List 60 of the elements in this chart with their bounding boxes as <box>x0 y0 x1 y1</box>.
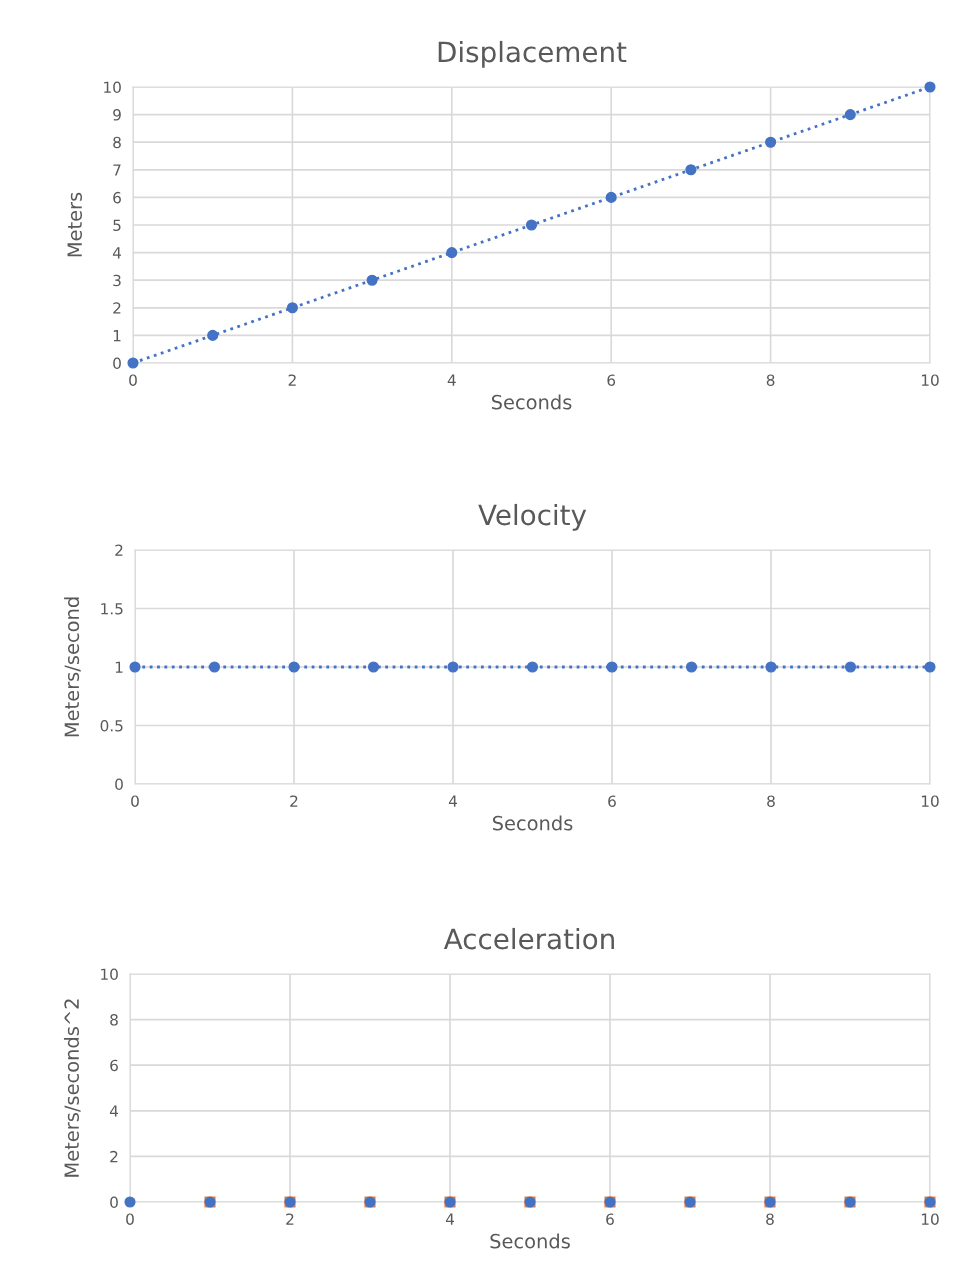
chart-title: Displacement <box>438 40 627 68</box>
point <box>446 247 458 259</box>
y-tick-label: 9 <box>113 109 121 121</box>
point <box>366 274 378 286</box>
point <box>844 109 856 121</box>
point <box>685 164 697 176</box>
x-tick-label: 0 <box>129 374 137 386</box>
y-tick-label: 4 <box>112 247 122 259</box>
x-tick-label: 0 <box>126 1213 134 1225</box>
y-tick-label: 0 <box>110 1196 118 1209</box>
x-tick-label: 6 <box>606 1213 614 1225</box>
x-tick-label: 2 <box>288 374 296 386</box>
y-tick-label: 2 <box>113 302 121 314</box>
y-axis-title: Meters <box>67 192 83 257</box>
x-tick-label: 6 <box>608 795 616 807</box>
x-tick-label: 2 <box>290 795 298 807</box>
y-tick-label: 8 <box>113 136 121 149</box>
point <box>605 191 617 203</box>
x-tick-label: 4 <box>448 795 457 807</box>
point <box>924 81 936 93</box>
y-tick-label: 6 <box>110 1059 118 1072</box>
x-tick-label: 10 <box>921 374 939 386</box>
x-axis-title: Seconds <box>490 1233 570 1249</box>
y-tick-label: 2 <box>110 1150 118 1163</box>
x-tick-label: 4 <box>447 374 456 386</box>
y-tick-label: 0.5 <box>100 719 123 732</box>
x-tick-label: 8 <box>766 374 775 386</box>
x-axis-title: Seconds <box>491 394 572 410</box>
x-tick-label: 10 <box>921 1213 939 1225</box>
y-axis-title: Meters/second <box>64 597 81 737</box>
x-tick-label: 6 <box>607 374 616 386</box>
point <box>525 219 538 231</box>
chart-title: Velocity <box>478 503 587 531</box>
y-tick-label: 6 <box>113 191 121 204</box>
y-tick-label: 1 <box>115 661 123 673</box>
chart-title: Acceleration <box>443 927 614 950</box>
y-tick-label: 0 <box>115 778 123 791</box>
x-tick-label: 8 <box>766 1213 774 1225</box>
y-tick-label: 10 <box>104 81 121 94</box>
point <box>127 357 139 369</box>
y-tick-label: 0 <box>113 357 121 370</box>
x-tick-label: 10 <box>921 795 939 807</box>
x-tick-label: 8 <box>767 795 775 807</box>
y-tick-label: 2 <box>115 544 123 556</box>
point <box>765 136 777 148</box>
y-tick-label: 7 <box>113 164 121 176</box>
y-tick-label: 1 <box>113 330 121 342</box>
point <box>207 329 219 341</box>
y-tick-label: 1.5 <box>101 603 123 615</box>
point <box>286 302 298 314</box>
x-axis-title: Seconds <box>492 815 573 831</box>
x-tick-label: 2 <box>286 1213 294 1225</box>
y-tick-label: 3 <box>113 274 121 287</box>
y-tick-label: 8 <box>110 1014 118 1026</box>
x-tick-label: 4 <box>445 1213 454 1225</box>
y-tick-label: 4 <box>109 1105 119 1117</box>
y-tick-label: 5 <box>113 219 121 232</box>
y-axis-title: Meters/seconds^2 <box>63 999 81 1177</box>
y-tick-label: 10 <box>101 968 118 981</box>
x-tick-label: 0 <box>131 795 139 807</box>
